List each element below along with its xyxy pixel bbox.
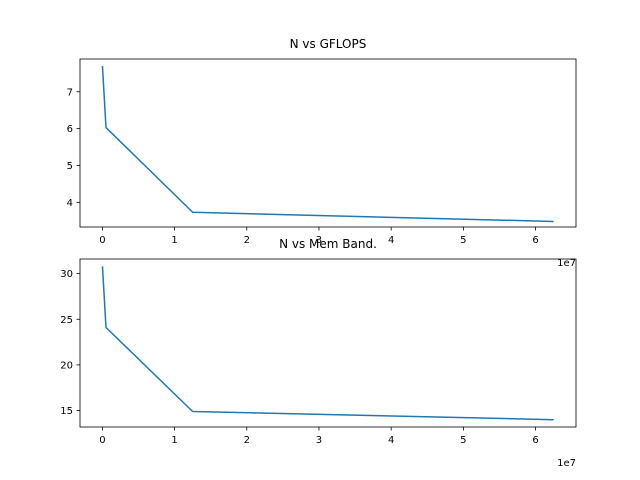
mem-band-series-line bbox=[101, 266, 554, 421]
gflops-y-tick-label: 7 bbox=[67, 87, 73, 98]
mem-band-x-tick-label: 1 bbox=[171, 435, 177, 446]
mem-band-y-tick-label: 20 bbox=[60, 361, 73, 372]
mem-band-x-tick-label: 3 bbox=[316, 435, 322, 446]
gflops-x-tick-label: 2 bbox=[244, 235, 250, 246]
mem-band-x-offset-label: 1e7 bbox=[557, 458, 576, 469]
mem-band-x-tick-label: 6 bbox=[532, 435, 538, 446]
gflops-x-tick-label: 0 bbox=[99, 235, 105, 246]
gflops-x-tick-label: 3 bbox=[316, 235, 322, 246]
gflops-x-tick-label: 5 bbox=[460, 235, 466, 246]
gflops-panel: 0 1 2 3 4 5 6 4 5 6 7 N vs GFLOPS 1e7 bbox=[67, 37, 577, 269]
mem-band-y-tick-label: 25 bbox=[60, 315, 73, 326]
gflops-axes-frame bbox=[79, 58, 577, 228]
mem-band-x-tick-label: 4 bbox=[388, 435, 394, 446]
gflops-x-tick-label: 6 bbox=[532, 235, 538, 246]
gflops-x-offset-label: 1e7 bbox=[557, 258, 576, 269]
mem-band-x-tick-label: 5 bbox=[460, 435, 466, 446]
mem-band-x-tick-label: 2 bbox=[244, 435, 250, 446]
gflops-series-line bbox=[101, 65, 554, 223]
mem-band-axes-frame bbox=[79, 258, 577, 428]
mem-band-y-tick-label: 30 bbox=[60, 269, 73, 280]
gflops-y-tick-label: 6 bbox=[67, 124, 73, 135]
mem-band-y-tick-label: 15 bbox=[60, 406, 73, 417]
mem-band-chart-title: N vs Mem Band. bbox=[279, 237, 377, 251]
gflops-chart-title: N vs GFLOPS bbox=[290, 37, 367, 51]
gflops-y-tick-label: 4 bbox=[67, 198, 73, 209]
gflops-x-tick-label: 1 bbox=[171, 235, 177, 246]
mem-band-x-tick-label: 0 bbox=[99, 435, 105, 446]
gflops-x-tick-label: 4 bbox=[388, 235, 394, 246]
gflops-y-tick-label: 5 bbox=[67, 161, 73, 172]
